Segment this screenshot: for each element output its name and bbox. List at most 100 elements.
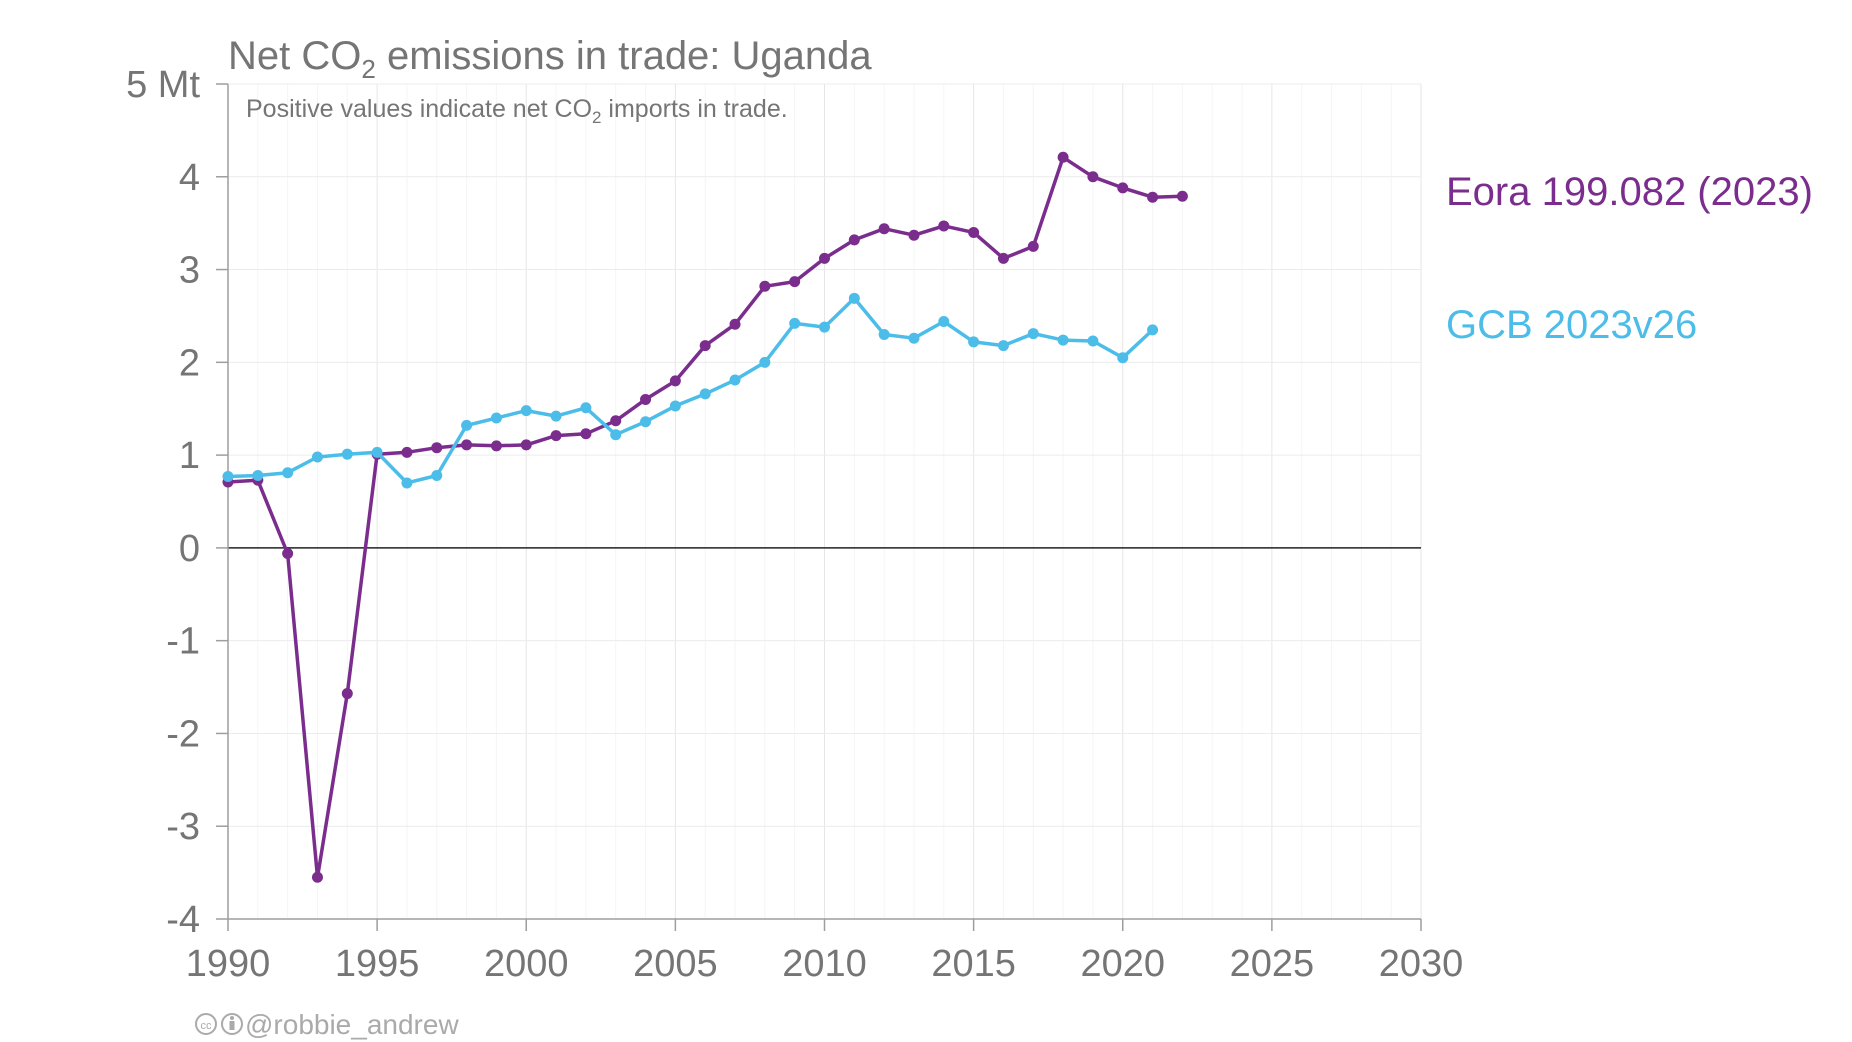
data-point — [968, 226, 980, 238]
x-tick-label: 2005 — [633, 943, 718, 985]
data-point — [341, 448, 353, 460]
credit: cc @robbie_andrew — [195, 1009, 459, 1040]
y-tick-label: -4 — [166, 899, 200, 941]
data-point — [819, 252, 830, 264]
y-tick-label: 1 — [179, 435, 200, 477]
y-tick-label: -3 — [166, 806, 200, 848]
data-point — [371, 446, 383, 458]
y-tick-label: 0 — [179, 528, 200, 570]
data-point — [699, 388, 711, 400]
data-point — [938, 220, 950, 232]
x-tick-label: 2010 — [782, 943, 867, 985]
data-point — [1027, 328, 1039, 340]
data-point — [431, 470, 443, 482]
series-label: GCB 2023v26 — [1446, 303, 1697, 347]
data-point — [1057, 334, 1069, 346]
data-point — [550, 430, 562, 442]
data-point — [789, 276, 801, 288]
data-point — [341, 688, 353, 700]
y-tick-label: 5 Mt — [126, 64, 200, 106]
chart-title: Net CO2 emissions in trade: Uganda — [228, 34, 872, 84]
data-point — [580, 428, 592, 440]
y-tick-label: 2 — [179, 342, 200, 384]
data-point — [490, 412, 502, 424]
x-tick-label: 2020 — [1080, 943, 1165, 985]
data-point — [461, 419, 473, 431]
data-point — [490, 440, 502, 452]
title-subscript: 2 — [361, 54, 375, 84]
data-point — [997, 340, 1009, 352]
axes — [216, 83, 1422, 931]
y-tick-label: -2 — [166, 713, 200, 755]
subtitle-text-1: Positive values indicate net CO — [246, 95, 592, 123]
subtitle-text-2: imports in trade. — [601, 95, 787, 123]
data-point — [759, 280, 771, 292]
data-point — [640, 393, 652, 405]
data-point — [311, 871, 323, 883]
data-point — [580, 402, 592, 414]
y-tick-label: 3 — [179, 250, 200, 292]
data-point — [729, 318, 741, 330]
y-tick-label: 4 — [179, 157, 200, 199]
cc-icon: cc — [195, 1013, 217, 1035]
data-point — [1147, 324, 1159, 336]
data-point — [1087, 171, 1099, 183]
subtitle-subscript: 2 — [592, 108, 601, 127]
x-tick-label: 2015 — [931, 943, 1016, 985]
text-layer: -4 -3 -2 -1 0 1 2 3 4 5 Mt 1990 1995 2000 2005 2010 201… — [126, 64, 1813, 985]
data-point — [550, 410, 562, 422]
y-tick-label: -1 — [166, 621, 200, 663]
data-point — [669, 400, 681, 412]
data-point — [1117, 352, 1129, 364]
data-point — [699, 340, 711, 352]
data-point — [610, 429, 622, 441]
data-point — [1087, 335, 1099, 347]
x-tick-label: 2000 — [484, 943, 569, 985]
grid-lines — [228, 83, 1422, 920]
data-point — [789, 317, 801, 329]
data-point — [610, 415, 622, 427]
data-point — [878, 329, 890, 340]
data-point — [729, 374, 741, 386]
series-2 — [222, 292, 1159, 489]
x-tick-label: 2030 — [1379, 943, 1464, 985]
data-point — [1147, 191, 1159, 203]
data-point — [938, 316, 950, 328]
data-point — [848, 234, 860, 246]
data-point — [640, 416, 652, 428]
chart-subtitle: Positive values indicate net CO2 imports… — [246, 95, 788, 127]
data-point — [252, 470, 264, 482]
data-point — [282, 547, 294, 559]
by-icon — [221, 1013, 243, 1035]
x-tick-label: 1995 — [335, 943, 420, 985]
svg-text:cc: cc — [201, 1020, 213, 1032]
title-text-1: Net CO — [228, 34, 361, 78]
series-label: Eora 199.082 (2023) — [1446, 170, 1813, 214]
data-point — [878, 223, 890, 235]
x-tick-label: 1990 — [186, 943, 271, 985]
data-point — [401, 477, 413, 489]
data-point — [1117, 182, 1129, 194]
data-point — [759, 356, 771, 368]
data-point — [908, 332, 920, 344]
title-text-2: emissions in trade: Uganda — [376, 34, 873, 78]
data-point — [461, 439, 473, 451]
series-layer — [222, 151, 1188, 883]
data-point — [222, 470, 234, 482]
data-point — [997, 252, 1009, 264]
data-point — [848, 292, 860, 304]
data-point — [968, 336, 980, 348]
credit-handle: @robbie_andrew — [245, 1009, 459, 1040]
data-point — [1057, 151, 1069, 163]
data-point — [520, 439, 532, 451]
data-point — [520, 405, 532, 417]
data-point — [431, 442, 443, 454]
data-point — [1176, 190, 1188, 202]
data-point — [908, 229, 920, 241]
data-point — [311, 451, 323, 463]
data-point — [669, 375, 681, 387]
x-tick-label: 2025 — [1230, 943, 1315, 985]
data-point — [1027, 240, 1039, 252]
data-point — [401, 446, 413, 458]
